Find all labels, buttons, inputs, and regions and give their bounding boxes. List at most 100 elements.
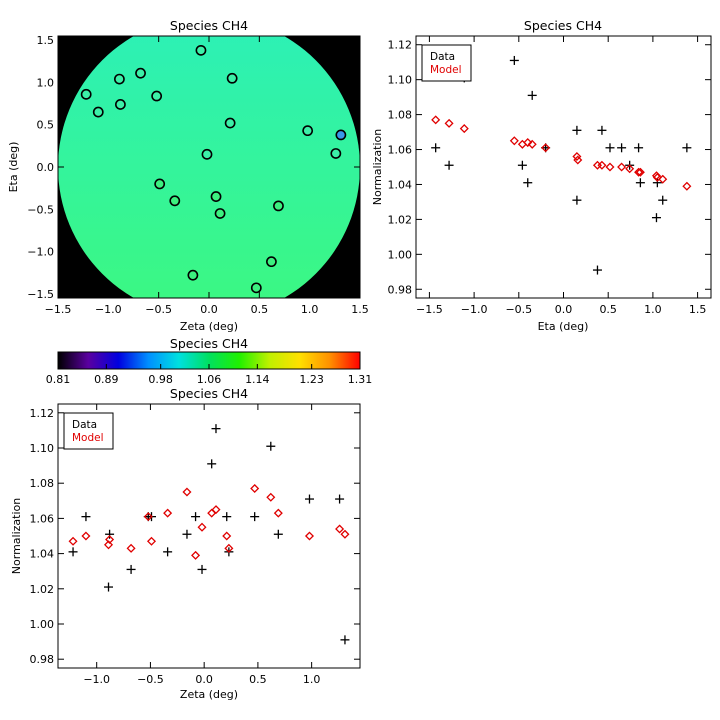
eta-model-point	[625, 164, 635, 174]
map-x-axis-label: Zeta (deg)	[180, 320, 238, 333]
map-y-tick-label: −1.5	[27, 288, 54, 301]
colorbar-title: Species CH4	[170, 336, 248, 351]
eta-legend-box	[421, 44, 472, 82]
zeta-data-point	[207, 459, 217, 469]
zeta-model-point	[222, 531, 232, 541]
eta-model-point	[572, 152, 582, 162]
eta-model-point	[605, 162, 615, 172]
map-y-tick-label: 1.0	[37, 76, 55, 89]
zeta-model-point	[340, 529, 350, 539]
map-station-marker	[250, 282, 262, 294]
zeta-data-point	[182, 529, 192, 539]
map-station-marker	[273, 200, 284, 212]
eta-data-point	[597, 125, 607, 135]
map-station-marker	[266, 256, 277, 268]
zeta-model-point	[143, 512, 153, 522]
map-y-tick-label: 1.5	[37, 34, 55, 47]
map-station-marker	[302, 125, 314, 137]
eta-x-tick-label: −0.5	[505, 303, 532, 316]
eta-y-tick-label: 1.06	[388, 144, 413, 157]
zeta-legend: Data Model	[63, 412, 114, 450]
zeta-model-point	[335, 524, 345, 534]
eta-legend-model: Model	[430, 64, 462, 76]
eta-legend-data: Data	[430, 51, 455, 63]
zeta-model-point	[224, 543, 234, 553]
map-y-tick-label: 0.0	[37, 161, 55, 174]
map-station-marker	[115, 99, 126, 110]
zeta-x-tick-label: −0.5	[137, 673, 164, 686]
eta-data-point	[634, 143, 644, 153]
zeta-model-point	[266, 492, 276, 502]
zeta-model-point	[81, 531, 91, 541]
zeta-model-point	[273, 508, 283, 518]
eta-data-point	[658, 195, 668, 205]
eta-data-point	[509, 55, 519, 65]
map-station-marker	[335, 129, 347, 141]
zeta-model-point	[197, 522, 207, 532]
map-x-tick-label: 1.0	[301, 303, 319, 316]
map-station-marker	[169, 195, 181, 207]
zeta-y-tick-label: 1.00	[30, 618, 55, 631]
map-y-tick-label: −0.5	[27, 203, 54, 216]
zeta-data-point	[273, 529, 283, 539]
eta-model-point	[617, 162, 627, 172]
map-station-marker	[135, 67, 146, 79]
eta-data-point	[651, 213, 661, 223]
eta-model-point	[652, 172, 662, 182]
zeta-data-point	[250, 512, 260, 522]
map-y-tick-label: 0.5	[37, 119, 55, 132]
eta-y-tick-label: 1.10	[388, 74, 413, 87]
zeta-x-tick-label: 0.5	[249, 673, 267, 686]
zeta-data-point	[304, 494, 314, 504]
eta-data-point	[572, 125, 582, 135]
zeta-data-point	[222, 512, 232, 522]
zeta-legend-model: Model	[72, 432, 104, 444]
zeta-data-point	[126, 564, 136, 574]
map-station-marker	[114, 73, 125, 85]
map-x-tick-label: −1.5	[45, 303, 72, 316]
zeta-y-tick-label: 0.98	[30, 653, 55, 666]
eta-x-tick-label: −1.0	[461, 303, 488, 316]
zeta-data-point	[68, 547, 78, 557]
zeta-model-point	[105, 535, 115, 545]
zeta-model-point	[304, 531, 315, 541]
zeta-data-point	[340, 635, 350, 645]
eta-model-point	[573, 155, 583, 165]
zeta-data-point	[266, 441, 276, 451]
eta-data-point	[431, 143, 441, 153]
eta-data-point	[652, 178, 662, 188]
zeta-y-tick-label: 1.08	[30, 477, 55, 490]
eta-data-point	[523, 178, 533, 188]
eta-y-tick-label: 1.08	[388, 109, 413, 122]
map-x-tick-label: 1.5	[351, 303, 369, 316]
zeta-y-tick-label: 1.12	[30, 407, 55, 420]
eta-data-point	[635, 178, 645, 188]
eta-model-point	[658, 174, 668, 184]
eta-y-tick-label: 1.04	[388, 178, 413, 191]
eta-data-point	[592, 265, 602, 275]
eta-model-point	[597, 160, 607, 170]
zeta-data-point	[191, 512, 201, 522]
zeta-data-point	[335, 494, 345, 504]
eta-y-tick-label: 1.02	[388, 213, 413, 226]
eta-data-point	[682, 143, 692, 153]
colorbar-tick-label: 0.89	[94, 373, 119, 386]
zeta-legend-data: Data	[72, 419, 97, 431]
zeta-data-point	[211, 424, 221, 434]
zeta-data-point	[81, 512, 91, 522]
map-title: Species CH4	[170, 18, 248, 33]
eta-legend: Data Model	[421, 44, 472, 82]
map-station-marker	[201, 148, 213, 160]
zeta-model-point	[163, 508, 173, 518]
eta-model-point	[682, 181, 692, 191]
eta-data-point	[572, 195, 582, 205]
zeta-y-tick-label: 1.06	[30, 512, 55, 525]
zeta-model-point	[68, 536, 78, 546]
map-y-tick-label: −1.0	[27, 246, 54, 259]
map-station-marker	[92, 106, 104, 118]
eta-data-point	[527, 90, 537, 100]
map-station-marker	[214, 208, 226, 219]
zeta-data-point	[163, 547, 173, 557]
eta-y-tick-label: 1.00	[388, 248, 413, 261]
